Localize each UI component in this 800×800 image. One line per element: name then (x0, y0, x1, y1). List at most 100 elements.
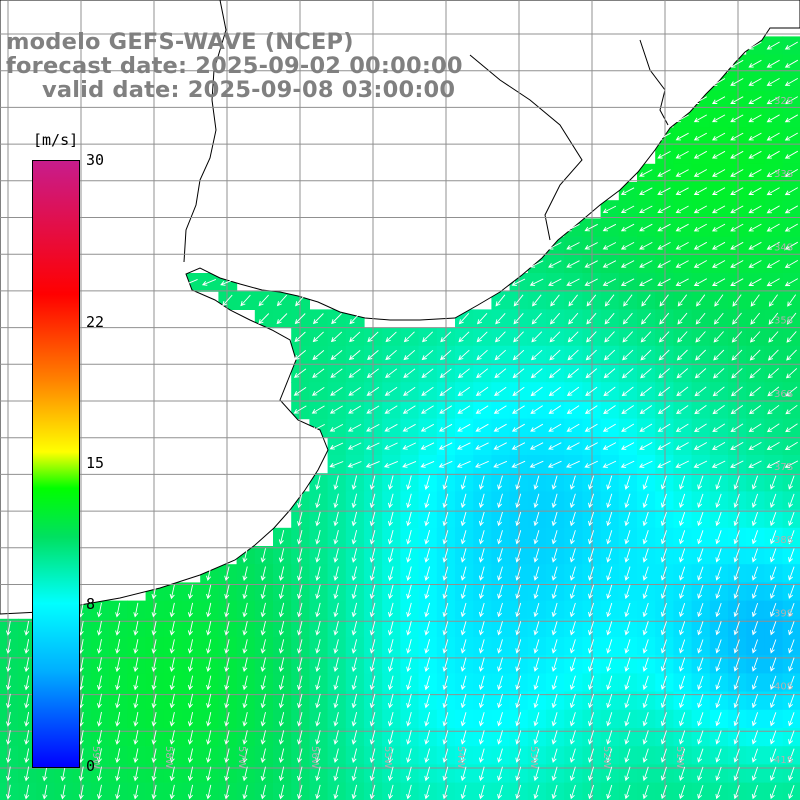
wind-arrow (96, 675, 102, 691)
wind-arrow (329, 442, 344, 450)
wind-arrow (585, 349, 597, 361)
wind-arrow (315, 475, 321, 491)
wind-arrow (788, 675, 795, 690)
wind-arrow (224, 748, 230, 764)
wind-arrow (369, 693, 376, 709)
wind-arrow (333, 493, 339, 509)
wind-arrow (312, 313, 324, 325)
wind-arrow (424, 639, 431, 654)
wind-arrow (351, 748, 358, 764)
wind-arrow (551, 712, 558, 727)
wind-arrow (569, 548, 576, 563)
wind-arrow (530, 368, 543, 379)
wind-arrow (675, 423, 689, 432)
wind-arrow (442, 766, 449, 782)
wind-arrow (133, 711, 139, 727)
wind-arrow (566, 442, 580, 450)
wind-arrow (260, 675, 266, 691)
wind-arrow (278, 675, 285, 691)
wind-arrow (222, 294, 233, 307)
wind-arrow (315, 784, 321, 800)
wind-arrow (676, 386, 689, 397)
wind-arrow (367, 331, 379, 343)
wind-arrow (766, 96, 780, 105)
wind-arrow (497, 784, 503, 800)
wind-arrow (621, 368, 634, 379)
wind-arrow (788, 602, 795, 618)
wind-arrow (406, 529, 412, 545)
wind-arrow (788, 530, 795, 545)
wind-arrow (711, 132, 726, 141)
wind-arrow (642, 639, 649, 654)
wind-arrow (658, 368, 670, 379)
wind-arrow (333, 657, 339, 673)
wind-arrow (606, 511, 613, 527)
wind-arrow (151, 784, 157, 800)
wind-arrow (675, 260, 689, 268)
wind-arrow (351, 711, 358, 727)
wind-arrow (442, 675, 449, 691)
wind-arrow (315, 657, 321, 673)
wind-arrow (733, 475, 740, 490)
wind-arrow (624, 693, 631, 709)
wind-arrow (751, 511, 759, 527)
wind-arrow (115, 730, 121, 745)
wind-arrow (133, 639, 139, 654)
wind-arrow (766, 114, 780, 123)
wind-arrow (602, 205, 617, 214)
wind-arrow (169, 639, 175, 654)
wind-arrow (151, 730, 157, 745)
wind-arrow (278, 784, 285, 800)
wind-arrow (206, 602, 212, 618)
wind-arrow (329, 461, 344, 468)
wind-arrow (206, 639, 212, 654)
wind-arrow (133, 602, 139, 618)
wind-arrow (315, 529, 321, 545)
wind-arrow (169, 693, 175, 709)
wind-arrow (297, 748, 303, 764)
wind-arrow (278, 639, 285, 654)
wind-arrow (478, 712, 485, 727)
wind-arrow (206, 748, 212, 764)
wind-arrow (512, 349, 525, 361)
wind-arrow (766, 278, 780, 287)
wind-arrow (424, 584, 431, 600)
wind-arrow (151, 657, 157, 673)
wind-arrow (766, 78, 780, 86)
wind-arrow (638, 460, 653, 468)
wind-arrow (606, 748, 613, 763)
wind-arrow (657, 187, 671, 195)
wind-arrow (60, 766, 66, 782)
wind-arrow (551, 784, 558, 800)
wind-arrow (24, 711, 30, 727)
wind-arrow (295, 294, 306, 307)
wind-arrow (697, 602, 704, 618)
wind-arrow (679, 712, 686, 727)
wind-arrow (278, 766, 285, 782)
wind-arrow (784, 260, 799, 268)
wind-arrow (624, 602, 631, 618)
wind-arrow (387, 475, 394, 491)
wind-arrow (478, 784, 485, 800)
wind-arrow (311, 424, 325, 432)
wind-arrow (497, 475, 503, 490)
wind-arrow (639, 242, 653, 250)
wind-arrow (151, 602, 157, 618)
wind-arrow (697, 712, 704, 727)
wind-arrow (588, 493, 595, 509)
wind-arrow (658, 349, 670, 361)
wind-arrow (351, 584, 358, 600)
wind-arrow (711, 150, 726, 159)
wind-arrow (694, 386, 707, 397)
wind-arrow (187, 657, 194, 673)
wind-arrow (660, 712, 667, 727)
wind-arrow (675, 278, 689, 286)
wind-arrow (224, 566, 230, 582)
wind-arrow (730, 132, 744, 141)
wind-arrow (697, 530, 704, 545)
wind-arrow (311, 387, 325, 396)
wind-arrow (24, 657, 30, 673)
wind-arrow (187, 712, 194, 727)
wind-arrow (548, 260, 562, 268)
wind-arrow (621, 423, 635, 432)
